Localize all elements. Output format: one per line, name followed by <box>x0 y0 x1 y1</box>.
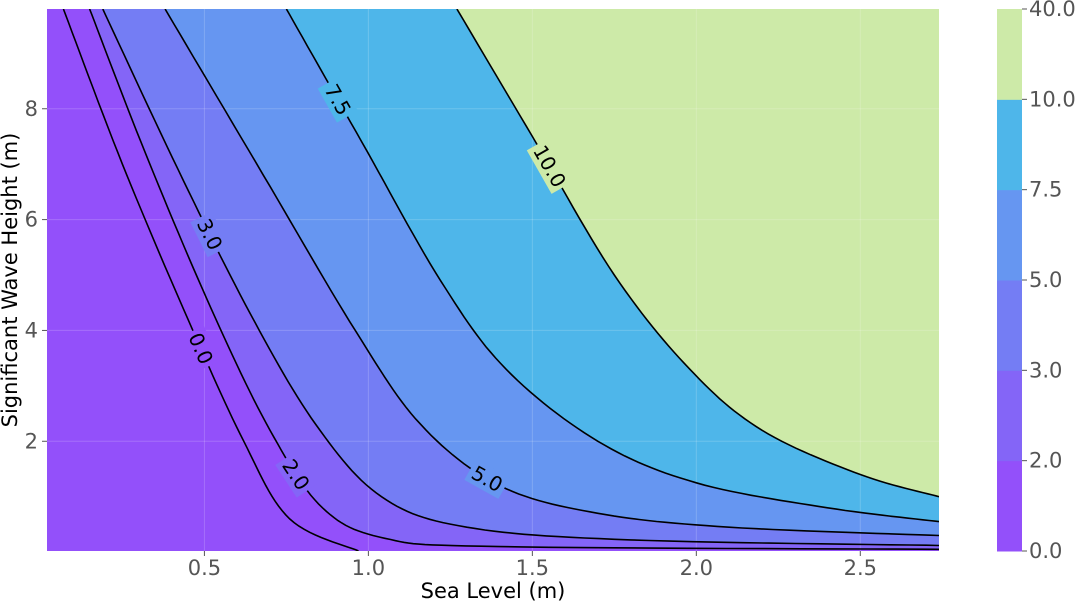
contour-line <box>285 9 939 523</box>
colorbar-segment <box>997 99 1022 191</box>
colorbar-label: 5.0 <box>1029 268 1062 292</box>
plot-area <box>47 9 939 551</box>
contour-lines <box>62 9 939 551</box>
x-axis-label: Sea Level (m) <box>421 579 566 602</box>
contour-label-bg <box>181 325 220 372</box>
colorbar-segment <box>997 280 1022 371</box>
contour-line <box>62 9 359 551</box>
contour-label-bg <box>190 211 230 258</box>
x-tick-label: 1.0 <box>352 556 385 580</box>
colorbar: 0.0 2.0 3.0 5.0 7.5 10.0 40.0 <box>997 0 1076 563</box>
filled-bands <box>47 9 939 551</box>
y-tick-label: 2 <box>25 429 38 453</box>
contour-line <box>456 9 939 498</box>
x-tick-label: 2.5 <box>844 556 877 580</box>
contour-line <box>102 9 939 547</box>
colorbar-label: 0.0 <box>1029 539 1062 563</box>
y-axis-label: Significant Wave Height (m) <box>0 133 22 428</box>
colorbar-label: 3.0 <box>1029 358 1062 382</box>
x-tick-label: 1.5 <box>516 556 549 580</box>
contour-label-bg <box>526 138 573 194</box>
contour-label-bg <box>464 458 511 499</box>
colorbar-segment <box>997 460 1022 552</box>
y-tick-label: 8 <box>25 97 38 121</box>
y-tick-label: 6 <box>25 208 38 232</box>
colorbar-label: 7.5 <box>1029 178 1062 202</box>
x-axis-ticks: 0.5 1.0 1.5 2.0 2.5 <box>188 551 877 580</box>
colorbar-segment <box>997 9 1022 100</box>
contour-label-bg <box>317 76 358 123</box>
y-axis-ticks: 2 4 6 8 <box>25 97 47 453</box>
colorbar-segment <box>997 189 1022 281</box>
colorbar-segment <box>997 370 1022 462</box>
x-tick-label: 0.5 <box>188 556 221 580</box>
contour-label-bg <box>275 451 317 498</box>
y-tick-label: 4 <box>25 318 38 342</box>
band-region <box>456 9 939 497</box>
colorbar-label: 10.0 <box>1029 87 1076 111</box>
contour-line <box>164 9 939 537</box>
x-tick-label: 2.0 <box>680 556 713 580</box>
colorbar-label: 2.0 <box>1029 449 1062 473</box>
colorbar-label: 40.0 <box>1029 0 1076 21</box>
